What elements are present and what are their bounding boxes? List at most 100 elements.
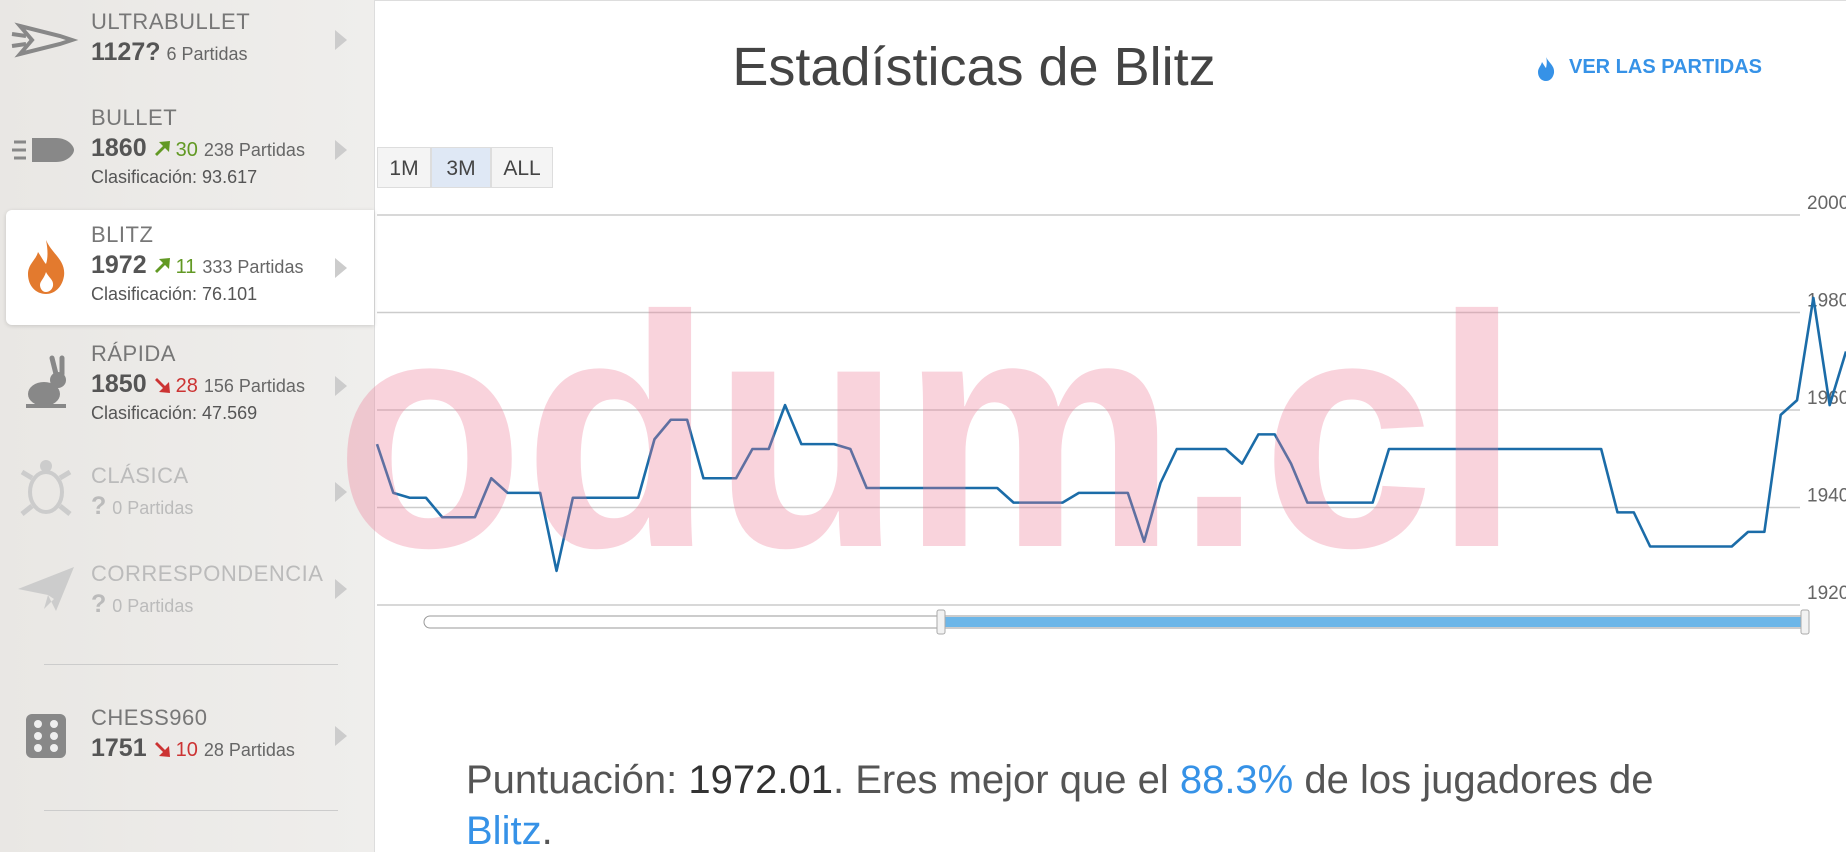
- top-border: [374, 0, 1846, 1]
- page-title: Estadísticas de Blitz: [732, 37, 1216, 97]
- link-icon: [1538, 57, 1555, 81]
- variant-link[interactable]: Blitz: [466, 809, 542, 853]
- ranking: Clasificación: 93.617: [91, 167, 258, 187]
- rating: 1850: [91, 370, 147, 398]
- trend-arrow: [154, 141, 170, 156]
- rating-row: 1972 11 333 Partidas: [91, 249, 303, 281]
- variant-name: RÁPIDA: [91, 341, 176, 366]
- variant-icon: [20, 460, 72, 516]
- games-count: 6 Partidas: [166, 44, 248, 64]
- navigator-handle[interactable]: [1800, 609, 1810, 635]
- rating: 1751: [91, 734, 147, 762]
- summary-text: de los jugadores de: [1304, 758, 1654, 802]
- variant-item[interactable]: BULLET 1860 30 238 Partidas Clasificación: 9…: [91, 104, 305, 190]
- selected-item-bg: [6, 210, 374, 325]
- games-count: 0 Partidas: [112, 498, 194, 518]
- trend-arrow: [154, 258, 170, 273]
- chevron[interactable]: [333, 579, 349, 599]
- watermark: odum.cl: [335, 247, 1520, 616]
- variant-item[interactable]: CHESS960 1751 10 28 Partidas: [91, 704, 295, 764]
- rating: 1860: [91, 134, 147, 162]
- range-button[interactable]: 1M: [377, 147, 431, 188]
- chevron[interactable]: [333, 726, 349, 746]
- trend-arrow: [154, 742, 170, 757]
- summary-text: . Eres mejor que el: [833, 758, 1169, 802]
- chevron[interactable]: [333, 376, 349, 396]
- summary: Puntuación: 1972.01. Eres mejor que el 8…: [466, 755, 1654, 857]
- ranking: Clasificación: 47.569: [91, 403, 258, 423]
- arrow-shape: [154, 378, 170, 393]
- rating-change: 30: [175, 139, 198, 161]
- summary-label: Puntuación:: [466, 758, 678, 802]
- variant-icon: [26, 714, 66, 758]
- chevron-shape: [335, 140, 347, 160]
- variant-name: CHESS960: [91, 705, 208, 730]
- variant-icon: [12, 138, 74, 162]
- chevron-shape: [335, 258, 347, 278]
- y-tick-label: 1960: [1807, 388, 1846, 409]
- rating-row: ? 0 Partidas: [91, 490, 193, 522]
- rating-row: 1850 28 156 Partidas: [91, 368, 305, 400]
- chevron[interactable]: [333, 482, 349, 502]
- rating: ?: [91, 492, 107, 520]
- percentile: 88.3%: [1179, 758, 1294, 802]
- variant-icon: [26, 355, 66, 408]
- navigator-track: [423, 615, 1808, 629]
- rating: 1972: [91, 251, 147, 279]
- chevron[interactable]: [333, 30, 349, 50]
- variant-icon: [11, 22, 79, 58]
- navigator-range: [941, 617, 1805, 627]
- chevron[interactable]: [333, 140, 349, 160]
- games-count: 0 Partidas: [112, 596, 194, 616]
- games-count: 238 Partidas: [203, 140, 305, 160]
- rating-change: 10: [175, 739, 198, 761]
- chevron-shape: [335, 30, 347, 50]
- score: 1972.01: [688, 758, 833, 802]
- sidebar: ULTRABULLET 1127? 6 Partidas BULLET 1860 30 23…: [0, 0, 375, 852]
- variant-name: BULLET: [91, 105, 178, 130]
- y-tick-label: 1980: [1807, 291, 1846, 312]
- chevron-shape: [335, 376, 347, 396]
- rating: 1127?: [91, 38, 161, 66]
- navigator-handle[interactable]: [936, 609, 946, 635]
- variant-item[interactable]: CORRESPONDENCIA? 0 Partidas: [91, 560, 323, 620]
- variant-item[interactable]: RÁPIDA 1850 28 156 Partidas Clasificación: 4…: [91, 340, 305, 426]
- trend-arrow: [154, 378, 170, 393]
- chevron-shape: [335, 726, 347, 746]
- games-count: 333 Partidas: [202, 257, 304, 277]
- arrow-shape: [154, 141, 170, 156]
- chevron-shape: [335, 482, 347, 502]
- separator: [44, 810, 338, 811]
- arrow-shape: [154, 258, 170, 273]
- chevron[interactable]: [333, 258, 349, 278]
- rating-row: 1127? 6 Partidas: [91, 36, 250, 68]
- rating-row: 1751 10 28 Partidas: [91, 732, 295, 764]
- ranking: Clasificación: 76.101: [91, 284, 258, 304]
- variant-item[interactable]: BLITZ 1972 11 333 Partidas Clasificación: 76…: [91, 221, 303, 307]
- rating-change: 28: [175, 375, 198, 397]
- y-tick-label: 1920: [1807, 583, 1846, 604]
- variant-name: CORRESPONDENCIA: [91, 561, 324, 586]
- games-count: 28 Partidas: [203, 740, 295, 760]
- games-count: 156 Partidas: [203, 376, 305, 396]
- games-link[interactable]: VER LAS PARTIDAS: [1569, 56, 1762, 78]
- variant-name: ULTRABULLET: [91, 9, 251, 34]
- rating-change: 11: [175, 256, 197, 278]
- range-button[interactable]: ALL: [491, 147, 553, 188]
- rating-line: [375, 296, 1846, 573]
- arrow-shape: [154, 742, 170, 757]
- variant-item[interactable]: ULTRABULLET 1127? 6 Partidas: [91, 8, 250, 68]
- rating: ?: [91, 590, 107, 618]
- y-tick-label: 1940: [1807, 486, 1846, 507]
- separator: [44, 664, 338, 665]
- variant-item[interactable]: CLÁSICA? 0 Partidas: [91, 462, 193, 522]
- range-button[interactable]: 3M: [431, 147, 491, 188]
- rating-row: ? 0 Partidas: [91, 588, 323, 620]
- summary-end: .: [541, 809, 553, 853]
- variant-name: CLÁSICA: [91, 463, 189, 488]
- variant-name: BLITZ: [91, 222, 154, 247]
- y-tick-label: 2000: [1807, 193, 1846, 214]
- variant-icon: [28, 240, 65, 294]
- chevron-shape: [335, 579, 347, 599]
